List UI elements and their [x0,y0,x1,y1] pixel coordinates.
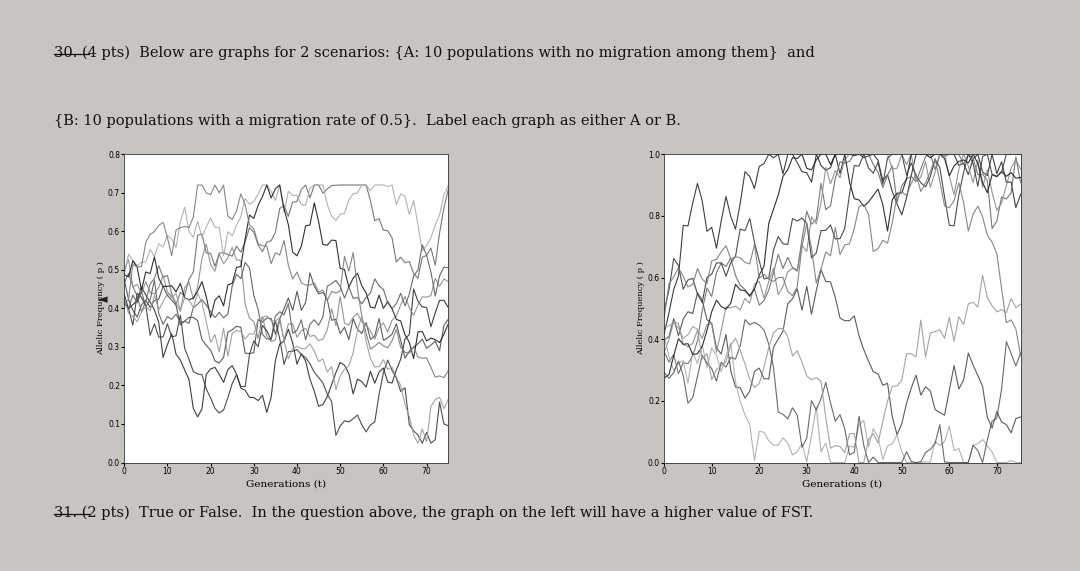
Text: ◄: ◄ [98,293,107,306]
Text: {B: 10 populations with a migration rate of 0.5}.  Label each graph as either A : {B: 10 populations with a migration rate… [54,114,680,128]
Text: 30. (4 pts)  Below are graphs for 2 scenarios: {A: 10 populations with no migrat: 30. (4 pts) Below are graphs for 2 scena… [54,46,814,60]
Y-axis label: Allelic Frequency ( p ): Allelic Frequency ( p ) [637,262,645,355]
Text: 31. (2 pts)  True or False.  In the question above, the graph on the left will h: 31. (2 pts) True or False. In the questi… [54,505,813,520]
Y-axis label: Allelic Frequency ( p ): Allelic Frequency ( p ) [97,262,105,355]
X-axis label: Generations (t): Generations (t) [802,480,882,489]
X-axis label: Generations (t): Generations (t) [246,480,326,489]
